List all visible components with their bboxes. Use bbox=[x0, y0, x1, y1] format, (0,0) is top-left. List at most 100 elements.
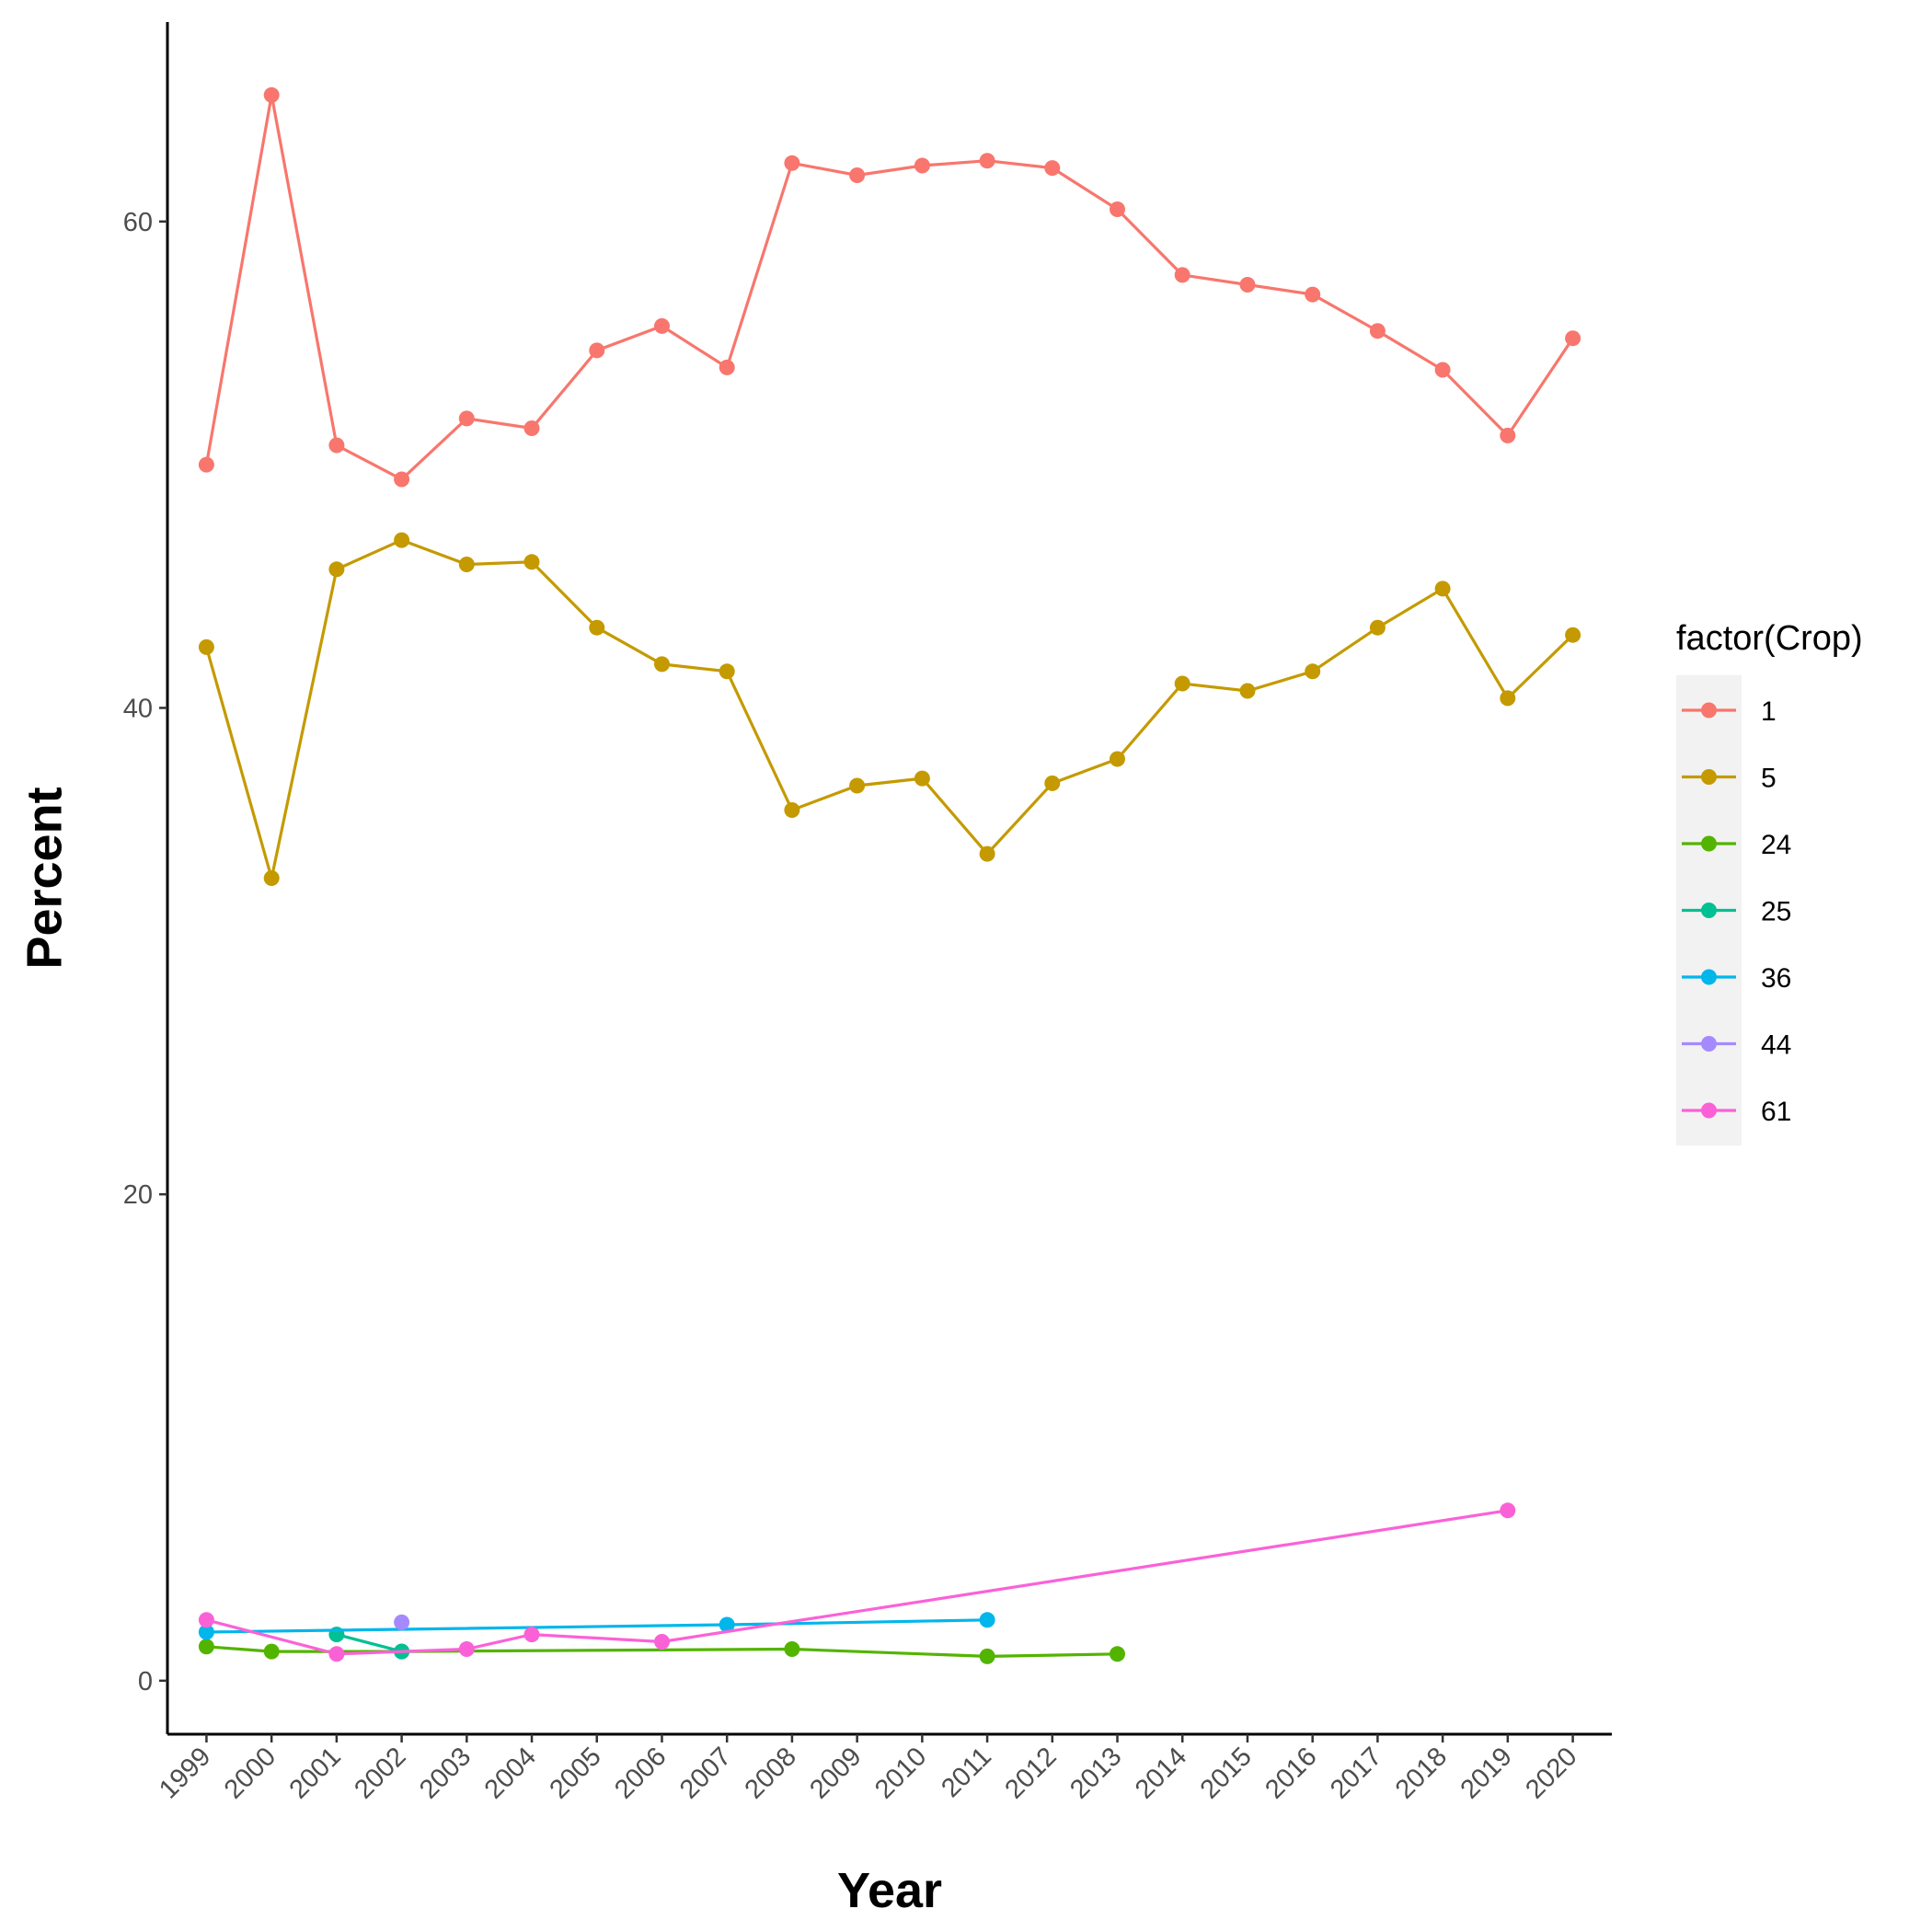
data-point-1 bbox=[523, 420, 540, 436]
data-point-5 bbox=[1500, 690, 1516, 707]
data-point-5 bbox=[849, 777, 866, 794]
data-point-5 bbox=[914, 770, 930, 787]
data-point-1 bbox=[328, 437, 345, 454]
data-point-1 bbox=[394, 471, 410, 488]
y-tick-label: 0 bbox=[138, 1667, 153, 1696]
data-point-1 bbox=[1500, 427, 1516, 443]
data-point-44 bbox=[394, 1614, 410, 1630]
data-point-5 bbox=[1434, 581, 1451, 597]
data-point-61 bbox=[523, 1627, 540, 1643]
data-point-5 bbox=[1565, 627, 1581, 643]
data-point-61 bbox=[198, 1612, 214, 1628]
x-tick-label: 2019 bbox=[1455, 1742, 1518, 1804]
x-axis-title: Year bbox=[837, 1863, 942, 1918]
legend-key-point bbox=[1701, 702, 1717, 719]
x-tick-label: 2006 bbox=[609, 1742, 672, 1804]
data-point-61 bbox=[1500, 1502, 1516, 1519]
x-tick-label: 2002 bbox=[349, 1742, 411, 1804]
data-point-1 bbox=[1565, 330, 1581, 347]
series-44 bbox=[394, 1614, 410, 1630]
x-tick-label: 2013 bbox=[1064, 1742, 1127, 1804]
x-tick-label: 2000 bbox=[219, 1742, 282, 1804]
legend-item-25: 25 bbox=[1682, 897, 1791, 927]
series-layer bbox=[198, 86, 1581, 1664]
data-point-24 bbox=[198, 1639, 214, 1655]
series-line-1 bbox=[204, 95, 1574, 481]
series-line-25 bbox=[336, 1633, 403, 1653]
data-point-5 bbox=[1044, 775, 1061, 791]
y-ticks: 0 20 40 60 bbox=[123, 208, 167, 1696]
legend-item-5: 5 bbox=[1682, 764, 1777, 794]
legend-key-point bbox=[1701, 769, 1717, 785]
x-tick-label: 2010 bbox=[869, 1742, 932, 1804]
series-line-36 bbox=[206, 1618, 988, 1634]
series-line-61 bbox=[205, 1509, 1509, 1656]
series-36 bbox=[198, 1612, 995, 1640]
data-point-36 bbox=[979, 1612, 995, 1628]
x-tick-label: 2009 bbox=[804, 1742, 867, 1804]
x-tick-label: 2003 bbox=[414, 1742, 477, 1804]
legend: factor(Crop) 1 5 24 25 36 44 61 bbox=[1676, 619, 1863, 1146]
data-point-5 bbox=[394, 532, 410, 548]
legend-item-44: 44 bbox=[1682, 1030, 1791, 1061]
data-point-5 bbox=[719, 663, 735, 680]
data-point-24 bbox=[263, 1643, 280, 1660]
legend-item-36: 36 bbox=[1682, 963, 1791, 994]
legend-key-point bbox=[1701, 1102, 1717, 1119]
plot-area bbox=[198, 86, 1581, 1664]
data-point-5 bbox=[1369, 619, 1386, 636]
x-tick-label: 2020 bbox=[1520, 1742, 1582, 1804]
data-point-5 bbox=[979, 845, 995, 862]
series-1 bbox=[198, 86, 1581, 488]
legend-item-24: 24 bbox=[1682, 830, 1791, 860]
x-tick-label: 2017 bbox=[1325, 1742, 1387, 1804]
legend-key-point bbox=[1701, 1036, 1717, 1052]
data-point-1 bbox=[1434, 362, 1451, 378]
data-point-24 bbox=[784, 1641, 800, 1657]
y-tick-label: 40 bbox=[123, 694, 153, 723]
legend-label: 5 bbox=[1761, 764, 1777, 794]
data-point-5 bbox=[589, 619, 605, 636]
data-point-1 bbox=[1305, 286, 1321, 303]
data-point-1 bbox=[1110, 201, 1125, 217]
series-5 bbox=[198, 532, 1581, 886]
x-tick-label: 2004 bbox=[479, 1742, 542, 1804]
legend-label: 36 bbox=[1761, 963, 1791, 994]
x-tick-label: 2016 bbox=[1259, 1742, 1322, 1804]
legend-title: factor(Crop) bbox=[1676, 619, 1863, 658]
x-ticks: 1999 2000 2001 2002 2003 2004 2005 2006 2007 2008… bbox=[154, 1734, 1583, 1805]
data-point-5 bbox=[1239, 683, 1256, 699]
y-tick-label: 60 bbox=[123, 208, 153, 237]
data-point-5 bbox=[1174, 675, 1190, 692]
legend-label: 24 bbox=[1761, 830, 1791, 860]
x-tick-label: 2005 bbox=[544, 1742, 606, 1804]
legend-items: 1 5 24 25 36 44 61 bbox=[1682, 696, 1791, 1127]
series-line-5 bbox=[204, 538, 1574, 879]
data-point-1 bbox=[458, 410, 475, 427]
x-tick-label: 1999 bbox=[154, 1742, 216, 1804]
x-tick-label: 2018 bbox=[1390, 1742, 1453, 1804]
data-point-5 bbox=[523, 554, 540, 570]
y-tick-label: 20 bbox=[123, 1180, 153, 1210]
legend-label: 1 bbox=[1761, 696, 1777, 727]
data-point-1 bbox=[654, 317, 670, 334]
data-point-5 bbox=[198, 638, 214, 655]
data-point-1 bbox=[784, 155, 800, 171]
data-point-1 bbox=[1239, 277, 1256, 293]
legend-item-1: 1 bbox=[1682, 696, 1777, 727]
data-point-1 bbox=[1174, 267, 1190, 283]
x-tick-label: 2012 bbox=[1000, 1742, 1063, 1804]
x-tick-label: 2014 bbox=[1130, 1742, 1192, 1804]
data-point-1 bbox=[1369, 323, 1386, 339]
legend-label: 61 bbox=[1761, 1097, 1791, 1127]
series-61 bbox=[198, 1502, 1516, 1662]
legend-label: 25 bbox=[1761, 897, 1791, 927]
data-point-61 bbox=[458, 1641, 475, 1657]
data-point-5 bbox=[1305, 663, 1321, 680]
data-point-1 bbox=[719, 359, 735, 375]
legend-item-61: 61 bbox=[1682, 1097, 1791, 1127]
data-point-5 bbox=[654, 656, 670, 673]
data-point-1 bbox=[263, 86, 280, 103]
data-point-5 bbox=[784, 802, 800, 818]
